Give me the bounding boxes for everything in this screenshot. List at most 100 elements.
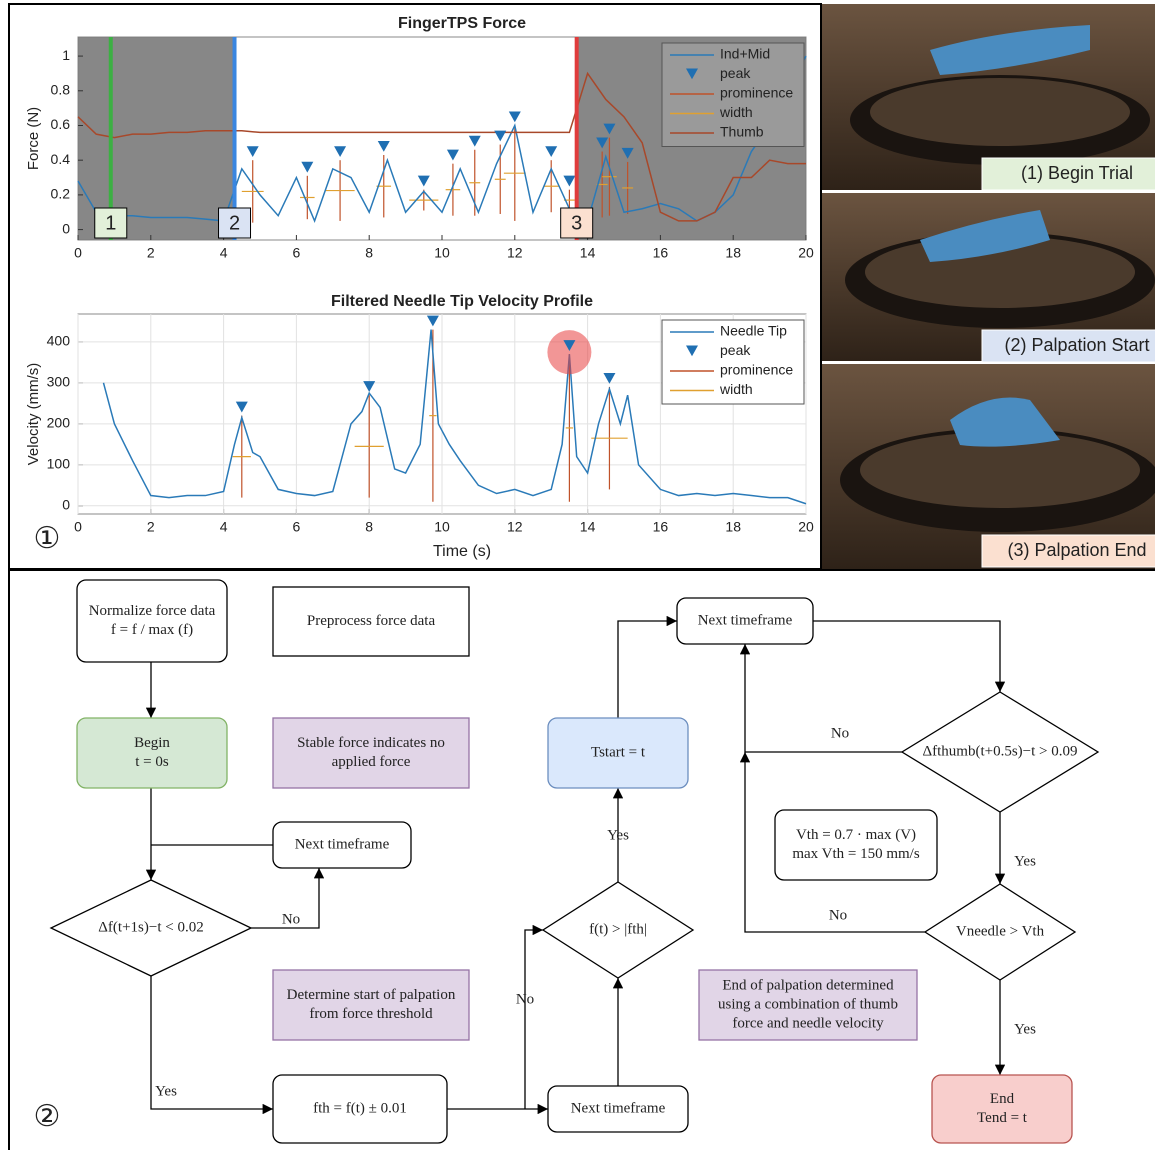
x-tick-label: 16 bbox=[653, 245, 669, 261]
x-tick-label: 0 bbox=[74, 519, 82, 535]
x-tick-label: 8 bbox=[365, 519, 373, 535]
chart-title: FingerTPS Force bbox=[398, 15, 526, 32]
node-label: Preprocess force data bbox=[307, 613, 436, 629]
y-tick-label: 100 bbox=[47, 456, 71, 472]
edge-label: No bbox=[831, 725, 849, 741]
x-tick-label: 16 bbox=[653, 519, 669, 535]
node-label: Δf(t+1s)−t < 0.02 bbox=[98, 919, 203, 935]
legend-label: prominence bbox=[720, 85, 793, 101]
legend-swatch bbox=[686, 345, 698, 357]
node-label: fth = f(t) ± 0.01 bbox=[313, 1100, 407, 1116]
x-tick-label: 20 bbox=[798, 245, 814, 261]
peak-marker bbox=[508, 111, 521, 123]
phase-label: 1 bbox=[105, 212, 116, 234]
series-line bbox=[102, 329, 807, 505]
x-tick-label: 4 bbox=[220, 245, 228, 261]
photo-drum bbox=[860, 432, 1140, 508]
photo-hand bbox=[920, 210, 1050, 262]
series-line bbox=[77, 55, 807, 224]
process-node bbox=[272, 586, 470, 657]
y-tick-label: 0 bbox=[62, 497, 70, 513]
phase-box bbox=[94, 207, 128, 239]
x-tick-label: 20 bbox=[798, 519, 814, 535]
legend-label: Needle Tip bbox=[720, 323, 787, 339]
x-tick-label: 2 bbox=[147, 245, 155, 261]
process-node bbox=[547, 717, 689, 789]
photo-caption: (2) Palpation Start bbox=[1004, 335, 1149, 355]
peak-marker bbox=[468, 135, 481, 147]
node-label: Normalize force data bbox=[89, 603, 216, 619]
node-label: Begin bbox=[134, 735, 170, 751]
phase-box bbox=[560, 207, 594, 239]
photo-drum bbox=[870, 78, 1130, 146]
node-label: applied force bbox=[332, 754, 411, 770]
flow-arrow bbox=[617, 615, 677, 718]
x-axis-label: Time (s) bbox=[433, 543, 491, 560]
y-axis-label: Velocity (mm/s) bbox=[25, 363, 42, 466]
peak-marker bbox=[446, 149, 459, 161]
decision-node bbox=[923, 883, 1077, 981]
peak-marker bbox=[494, 130, 507, 142]
x-tick-label: 18 bbox=[725, 519, 741, 535]
y-tick-label: 0.6 bbox=[51, 116, 71, 132]
peak-marker bbox=[301, 161, 314, 173]
y-tick-label: 0.2 bbox=[51, 186, 71, 202]
node-label: max Vth = 150 mm/s bbox=[792, 846, 920, 862]
phase-shade bbox=[78, 37, 235, 240]
legend-label: width bbox=[719, 104, 753, 120]
photo-caption: (1) Begin Trial bbox=[1021, 163, 1133, 183]
phase-label: 2 bbox=[229, 212, 240, 234]
node-label: force and needle velocity bbox=[732, 1015, 884, 1031]
legend-label: Ind+Mid bbox=[720, 46, 770, 62]
flow-arrow bbox=[150, 976, 273, 1115]
edge-label: Yes bbox=[1014, 1021, 1036, 1037]
panel-label: ① bbox=[34, 522, 61, 555]
peak-marker bbox=[596, 137, 609, 149]
x-tick-label: 6 bbox=[293, 245, 301, 261]
flow-arrow bbox=[251, 868, 325, 929]
x-tick-label: 12 bbox=[507, 245, 523, 261]
x-tick-label: 12 bbox=[507, 519, 523, 535]
process-node bbox=[676, 597, 814, 645]
process-node bbox=[76, 579, 228, 663]
x-tick-label: 14 bbox=[580, 245, 596, 261]
x-tick-label: 14 bbox=[580, 519, 596, 535]
node-label: Next timeframe bbox=[571, 1100, 666, 1116]
edge-label: No bbox=[282, 911, 300, 927]
photo-hand bbox=[930, 25, 1090, 75]
x-tick-label: 8 bbox=[365, 245, 373, 261]
decision-node bbox=[541, 881, 695, 979]
edge-label: Yes bbox=[607, 827, 629, 843]
peak-marker bbox=[621, 147, 634, 159]
legend-label: width bbox=[719, 381, 753, 397]
x-tick-label: 18 bbox=[725, 245, 741, 261]
series-line bbox=[77, 71, 806, 222]
y-tick-label: 0.8 bbox=[51, 81, 71, 97]
peak-marker bbox=[235, 401, 248, 413]
y-tick-label: 0.4 bbox=[51, 151, 71, 167]
node-label: Stable force indicates no bbox=[297, 735, 445, 751]
node-label: Vth = 0.7 · max (V) bbox=[796, 827, 916, 843]
node-label: from force threshold bbox=[309, 1006, 433, 1022]
peak-marker bbox=[545, 146, 558, 157]
node-label: Tend = t bbox=[977, 1110, 1028, 1126]
edge-label: Yes bbox=[1014, 853, 1036, 869]
peak-marker bbox=[363, 381, 376, 392]
node-label: Next timeframe bbox=[295, 836, 390, 852]
peak-highlight bbox=[547, 330, 592, 375]
legend-label: prominence bbox=[720, 362, 793, 378]
peak-marker bbox=[334, 146, 347, 157]
peak-marker bbox=[417, 175, 430, 187]
peak-marker bbox=[426, 315, 439, 327]
peak-marker bbox=[603, 123, 616, 135]
edge-label: No bbox=[829, 907, 847, 923]
node-label: using a combination of thumb bbox=[718, 996, 898, 1012]
legend-label: Thumb bbox=[720, 124, 764, 140]
x-tick-label: 10 bbox=[434, 519, 450, 535]
x-tick-label: 10 bbox=[434, 245, 450, 261]
legend-swatch bbox=[686, 68, 698, 80]
node-label: Δfthumb(t+0.5s)−t > 0.09 bbox=[922, 743, 1077, 759]
process-node bbox=[698, 969, 918, 1041]
edge-label: Yes bbox=[155, 1083, 177, 1099]
y-tick-label: 400 bbox=[47, 333, 71, 349]
